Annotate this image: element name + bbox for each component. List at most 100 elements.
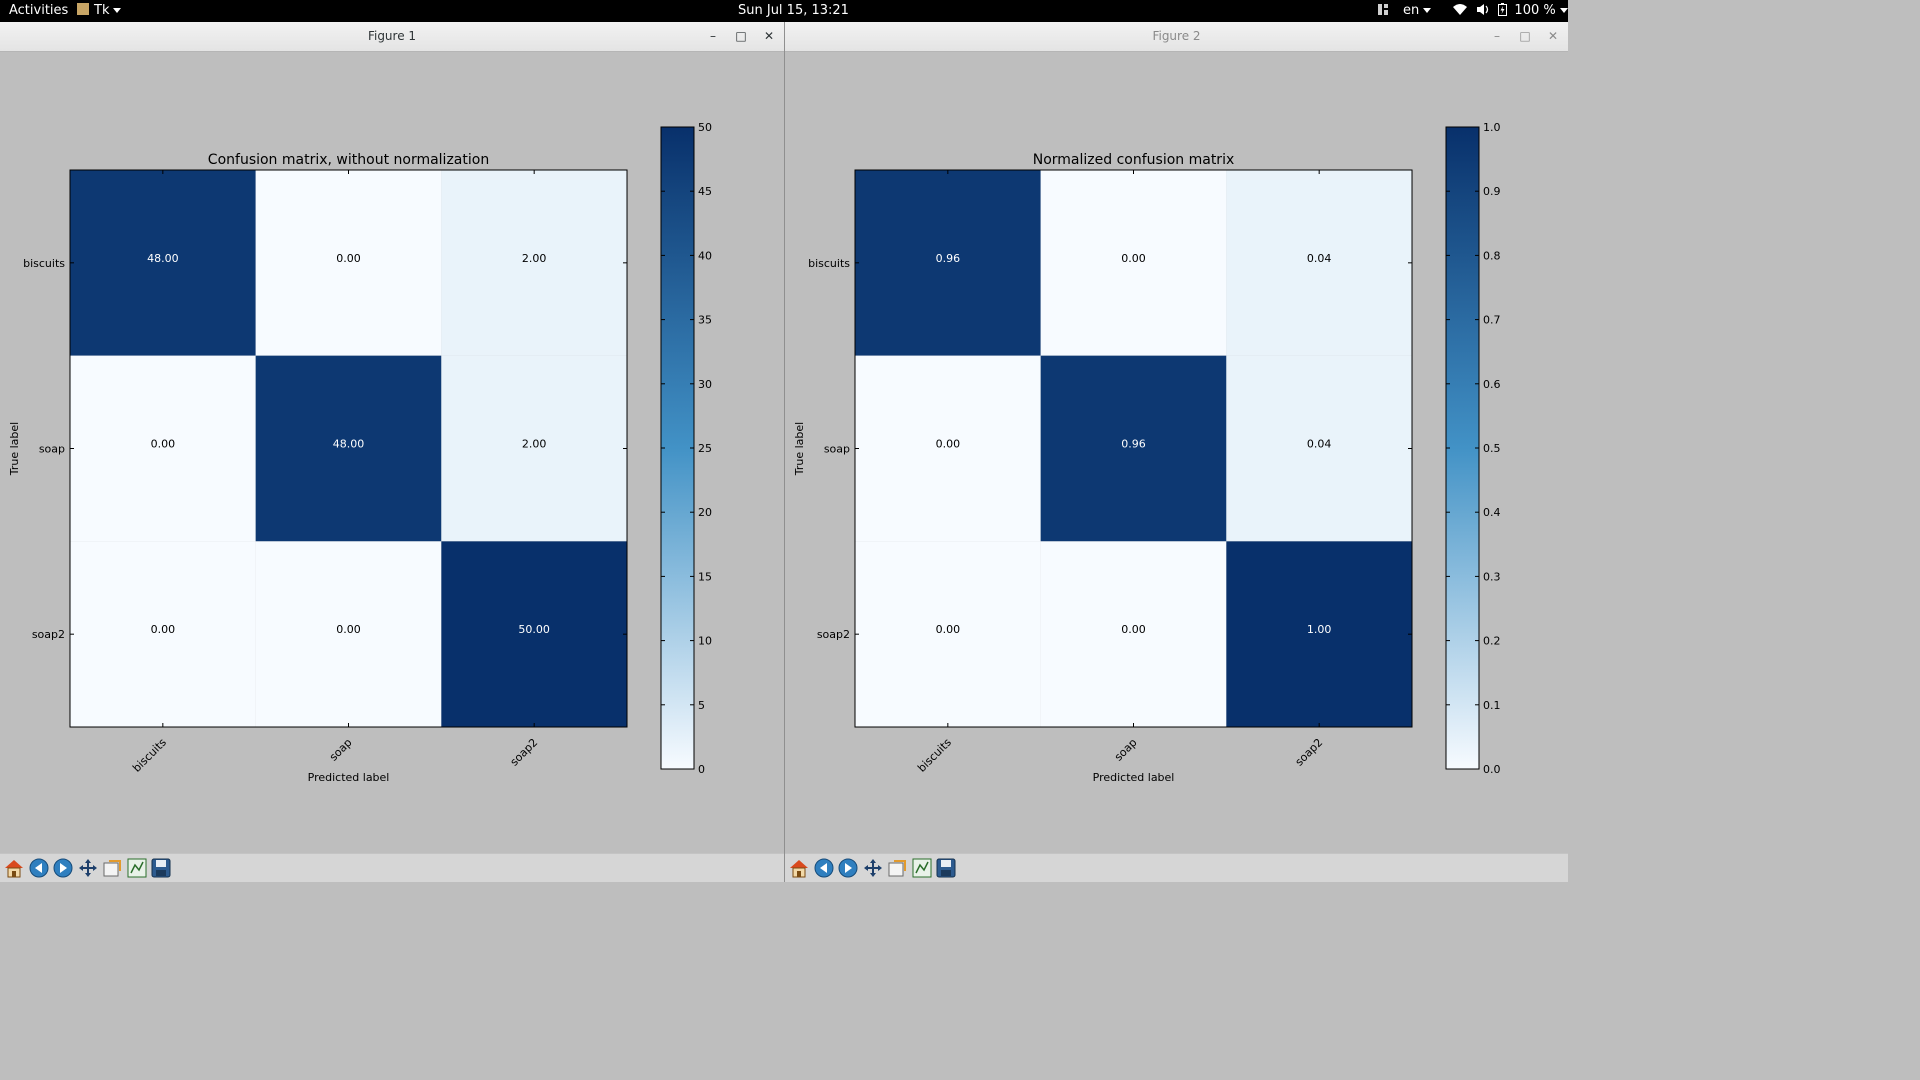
cell-value-label: 48.00 <box>333 438 365 451</box>
chart-title: Confusion matrix, without normalization <box>208 152 489 168</box>
y-tick-label: soap2 <box>32 628 65 641</box>
y-tick-label: soap <box>824 443 850 456</box>
home-icon <box>5 860 23 878</box>
configure-subplots-button[interactable] <box>126 857 148 879</box>
back-button[interactable] <box>28 857 50 879</box>
app-menu[interactable]: Tk <box>77 3 122 18</box>
save-button[interactable] <box>150 857 172 879</box>
window-title: Figure 2 <box>1152 29 1201 43</box>
heatmap-cell <box>1040 355 1227 542</box>
x-tick-label: soap2 <box>508 736 541 769</box>
colorbar-tick-label: 0.7 <box>1483 314 1501 327</box>
back-button[interactable] <box>813 857 835 879</box>
zoom-button[interactable] <box>886 857 908 879</box>
save-button[interactable] <box>935 857 957 879</box>
x-axis-label: Predicted label <box>1093 771 1175 784</box>
cell-value-label: 1.00 <box>1307 623 1332 636</box>
heatmap-cell <box>855 170 1041 356</box>
cell-value-label: 0.04 <box>1307 252 1332 265</box>
forward-icon <box>53 858 73 878</box>
save-icon <box>936 858 956 878</box>
forward-icon <box>838 858 858 878</box>
keyboard-layout-menu[interactable]: en <box>1403 3 1432 18</box>
home-button[interactable] <box>788 857 810 879</box>
colorbar-tick-label: 0.3 <box>1483 570 1501 583</box>
cell-value-label: 0.00 <box>151 623 176 636</box>
heatmap-cell <box>855 355 1041 542</box>
heatmap-cell <box>70 170 256 356</box>
confusion-matrix-figure[interactable]: Confusion matrix, without normalization 4… <box>0 52 784 852</box>
workspace-indicator-icon[interactable] <box>1378 3 1389 18</box>
app-menu-label: Tk <box>94 3 110 18</box>
configure-subplots-button[interactable] <box>911 857 933 879</box>
heatmap-cell <box>1226 170 1413 356</box>
window-titlebar[interactable]: Figure 2 – □ ✕ <box>785 22 1568 52</box>
forward-button[interactable] <box>52 857 74 879</box>
pan-button[interactable] <box>862 857 884 879</box>
x-axis-label: Predicted label <box>308 771 390 784</box>
colorbar-tick-label: 30 <box>698 378 712 391</box>
colorbar-tick-label: 20 <box>698 506 712 519</box>
pan-button[interactable] <box>77 857 99 879</box>
close-button[interactable]: ✕ <box>763 29 775 43</box>
chevron-down-icon <box>113 8 122 13</box>
cell-value-label: 0.00 <box>936 623 961 636</box>
zoom-icon <box>103 860 121 877</box>
colorbar-tick-label: 50 <box>698 121 712 134</box>
colorbar-tick-label: 0 <box>698 763 705 776</box>
y-axis-label: True label <box>8 422 21 476</box>
colorbar-tick-label: 5 <box>698 699 705 712</box>
status-icons[interactable]: 100 % <box>1452 3 1568 18</box>
x-tick-label: soap <box>327 736 355 764</box>
window-title: Figure 1 <box>367 29 417 43</box>
home-icon <box>790 860 808 878</box>
tk-app-icon <box>77 3 89 15</box>
close-button[interactable]: ✕ <box>1547 29 1559 43</box>
normalized-confusion-matrix-figure[interactable]: Normalized confusion matrix 0.96 0.00 0.04 0… <box>785 52 1568 852</box>
colorbar-tick-label: 40 <box>698 249 712 262</box>
heatmap-cell <box>1040 541 1227 728</box>
x-tick-label: soap2 <box>1293 736 1326 769</box>
cell-value-label: 0.00 <box>336 623 361 636</box>
colorbar <box>660 126 695 770</box>
keyboard-layout-label: en <box>1403 3 1420 18</box>
colorbar-tick-label: 0.5 <box>1483 442 1501 455</box>
activities-button[interactable]: Activities <box>9 3 69 18</box>
wifi-icon <box>1453 4 1467 15</box>
maximize-button[interactable]: □ <box>735 29 747 43</box>
maximize-button[interactable]: □ <box>1519 29 1531 43</box>
system-top-bar: Activities Tk Sun Jul 15, 13:21 en 100 % <box>0 0 1568 22</box>
home-button[interactable] <box>3 857 25 879</box>
cell-value-label: 0.96 <box>1121 438 1146 451</box>
heatmap-cell <box>1226 355 1413 542</box>
colorbar-tick-label: 0.8 <box>1483 249 1501 262</box>
heatmap-cell <box>1040 170 1227 356</box>
window-titlebar[interactable]: Figure 1 – □ ✕ <box>0 22 784 52</box>
heatmap-cell <box>1226 541 1413 728</box>
back-icon <box>814 858 833 878</box>
colorbar <box>1445 126 1480 770</box>
pan-icon <box>78 859 97 877</box>
chart-title: Normalized confusion matrix <box>1033 152 1235 168</box>
colorbar-tick-label: 0.2 <box>1483 635 1501 648</box>
zoom-icon <box>888 860 906 877</box>
y-tick-label: biscuits <box>808 257 850 270</box>
colorbar-tick-label: 0.0 <box>1483 763 1501 776</box>
heatmap-cell <box>255 170 442 356</box>
clock[interactable]: Sun Jul 15, 13:21 <box>738 3 849 18</box>
y-tick-label: soap2 <box>817 628 850 641</box>
minimize-button[interactable]: – <box>710 29 716 43</box>
cell-value-label: 0.00 <box>1121 252 1146 265</box>
navigation-toolbar <box>0 853 784 882</box>
forward-button[interactable] <box>837 857 859 879</box>
x-tick-label: biscuits <box>130 736 169 775</box>
colorbar-tick-label: 0.4 <box>1483 506 1501 519</box>
colorbar-tick-label: 0.6 <box>1483 378 1501 391</box>
cell-value-label: 48.00 <box>147 252 179 265</box>
x-tick-label: soap <box>1112 736 1140 764</box>
minimize-button[interactable]: – <box>1494 29 1500 43</box>
zoom-button[interactable] <box>101 857 123 879</box>
heatmap-cell <box>441 355 628 542</box>
cell-value-label: 50.00 <box>518 623 550 636</box>
cell-value-label: 0.00 <box>1121 623 1146 636</box>
